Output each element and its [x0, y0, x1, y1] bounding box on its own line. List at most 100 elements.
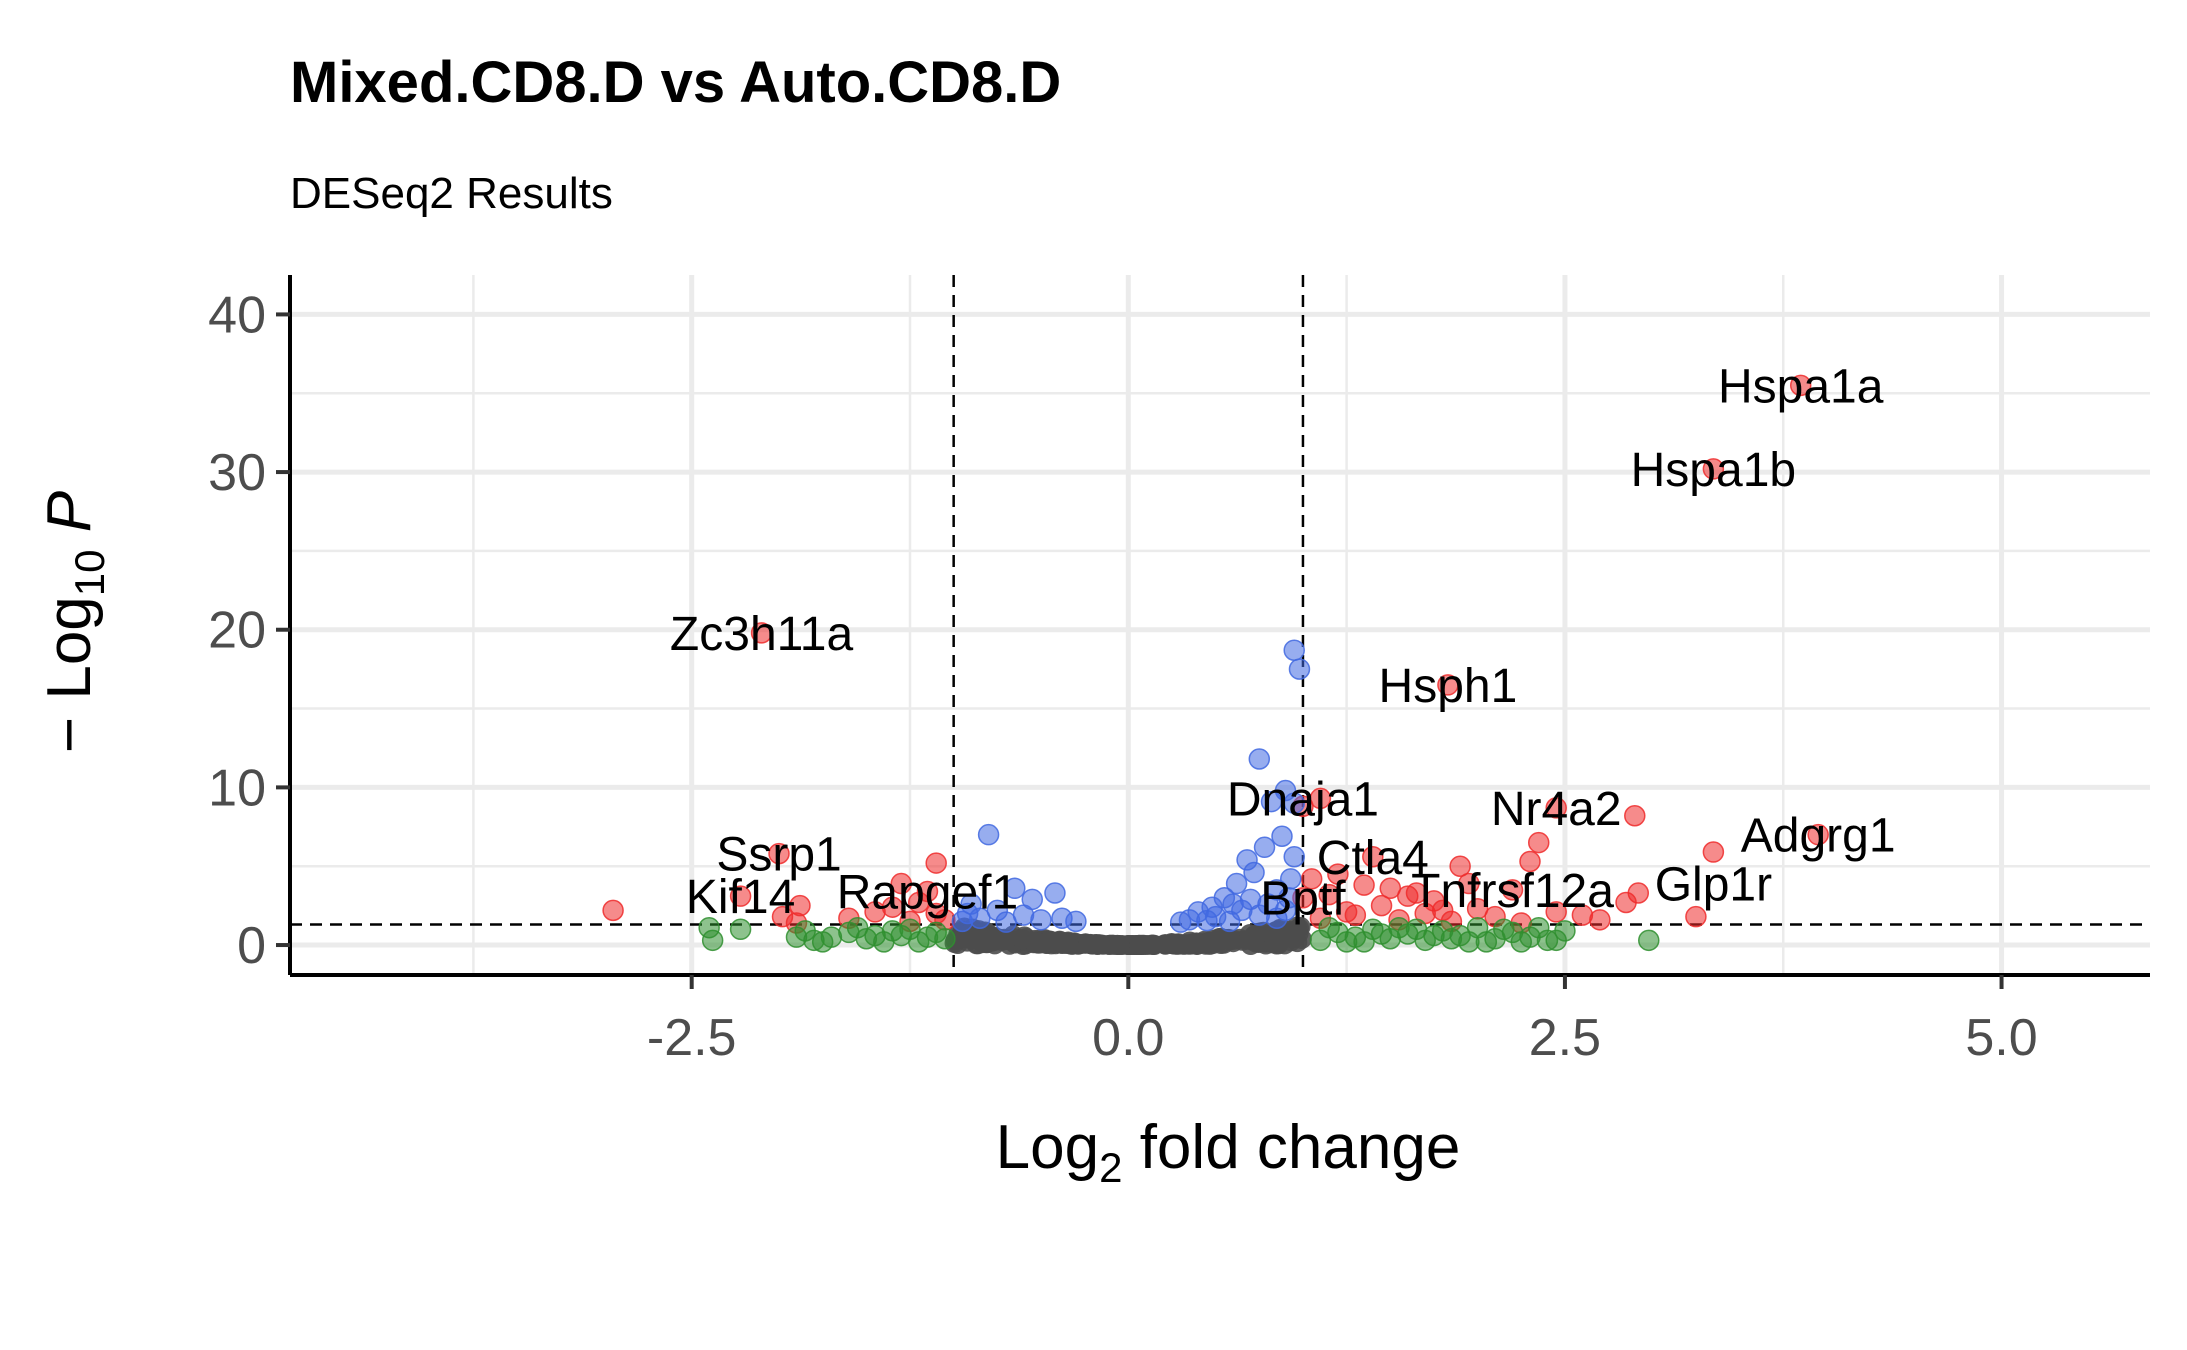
y-axis-title-gap — [35, 532, 104, 549]
p_and_log2fc-point — [1379, 877, 1402, 900]
log2fc-point — [1405, 918, 1428, 941]
ns-point — [1099, 934, 1120, 955]
p_and_log2fc-point — [1702, 841, 1725, 863]
p-point — [1288, 658, 1311, 680]
p_and_log2fc-point — [1318, 883, 1340, 906]
log2fc-point — [1493, 918, 1515, 941]
p_and_log2fc-point — [768, 842, 790, 865]
log2fc-point — [729, 918, 752, 941]
ns-point — [1050, 931, 1071, 952]
x-tick-label: 2.5 — [1529, 1009, 1601, 1067]
axes: -2.5 0.0 2.5 5.0 0 10 20 30 40 — [208, 275, 2150, 1067]
p_and_log2fc-point — [881, 896, 904, 918]
p-point — [995, 911, 1017, 933]
p-point — [956, 902, 979, 925]
ns-point — [1239, 924, 1260, 945]
gene-label: Dnaja1 — [1227, 773, 1379, 826]
ns-point — [1133, 934, 1154, 955]
gene-labels: Hspa1a Hspa1b Zc3h11a Hsph1 Dnaja1 Nr4a2 Adgrg… — [670, 360, 1896, 925]
chart-subtitle: DESeq2 Results — [290, 169, 613, 218]
y-tick-label: 0 — [237, 917, 266, 975]
p_and_log2fc-point — [1458, 872, 1480, 895]
gene-label: Kif14 — [686, 871, 795, 924]
p_and_log2fc-point — [1501, 879, 1524, 901]
p_and_log2fc-point — [1437, 674, 1459, 696]
y-tick-label: 10 — [208, 759, 266, 817]
p-point — [1218, 910, 1241, 933]
y-axis-title-subscript: 10 — [66, 549, 113, 596]
gene-label: Rapgef1 — [837, 866, 1018, 919]
p-point — [1283, 846, 1305, 868]
p_and_log2fc-point — [1615, 891, 1637, 914]
p-point — [1266, 907, 1288, 929]
p_and_log2fc-point — [890, 872, 913, 895]
x-tick-label: 0.0 — [1092, 1009, 1164, 1067]
gene-label: Hspa1b — [1631, 444, 1796, 497]
p_and_log2fc-point — [907, 891, 930, 914]
p_and_log2fc-point — [602, 899, 624, 922]
p-point — [1248, 748, 1271, 770]
log2fc-point — [1370, 923, 1393, 945]
ns-point — [1166, 933, 1187, 954]
log2fc-point — [785, 926, 808, 948]
p_and_log2fc-point — [1344, 904, 1367, 926]
log2fc-point — [1335, 931, 1358, 953]
p_and_log2fc-point — [925, 852, 947, 874]
p_and_log2fc-point — [1449, 855, 1471, 877]
p-point — [977, 823, 1000, 846]
p_and_log2fc-point — [1309, 787, 1332, 810]
p-point — [1030, 909, 1052, 931]
log2fc-point — [1638, 929, 1660, 952]
p_and_log2fc-point — [1789, 374, 1812, 397]
p-point — [1253, 836, 1276, 859]
y-tick-label: 30 — [208, 444, 266, 502]
ns-point — [1016, 928, 1037, 949]
log2fc-point — [864, 924, 886, 947]
p-point — [1243, 861, 1265, 884]
p_and_log2fc-point — [729, 885, 752, 907]
p-point — [1283, 639, 1305, 661]
p_and_log2fc-point — [1589, 909, 1611, 931]
log2fc-point — [811, 931, 834, 953]
y-axis-title-prefix: − Log — [35, 596, 104, 753]
x-tick-label: 5.0 — [1965, 1009, 2037, 1067]
p_and_log2fc-point — [1702, 458, 1725, 480]
y-axis-title-italic: P — [35, 491, 104, 532]
x-axis-title: Log2 fold change — [996, 1113, 1461, 1191]
gene-label: Bptf — [1260, 873, 1346, 926]
p_and_log2fc-point — [1685, 905, 1707, 928]
p_and_log2fc-point — [750, 622, 773, 644]
gene-label: Ssrp1 — [716, 829, 841, 882]
log2fc-point — [916, 926, 939, 948]
x-tick-label: -2.5 — [647, 1009, 737, 1067]
y-axis-title: − Log10 P — [35, 491, 113, 753]
x-axis-title-prefix: Log — [996, 1113, 1099, 1182]
ns-point — [1187, 933, 1208, 954]
p_and_log2fc-point — [1545, 901, 1567, 923]
p-point — [1283, 792, 1305, 814]
log2fc-point — [1545, 929, 1567, 952]
log2fc-point — [698, 916, 720, 939]
p_and_log2fc-point — [1353, 874, 1375, 896]
log2fc-point — [1440, 927, 1463, 950]
x-axis-title-subscript: 2 — [1099, 1144, 1122, 1191]
p_and_log2fc-point — [1370, 894, 1393, 917]
p_and_log2fc-point — [1405, 882, 1428, 904]
p-point — [1225, 872, 1248, 895]
gene-label: Tnfrsf12a — [1411, 865, 1614, 918]
p-point — [1044, 882, 1066, 904]
p-point — [1196, 909, 1218, 932]
p-point — [1260, 790, 1283, 813]
y-tick-label: 40 — [208, 286, 266, 344]
p-point — [1004, 877, 1026, 900]
log2fc-point — [1527, 916, 1550, 939]
p_and_log2fc-point — [1807, 823, 1829, 846]
p-point — [1278, 886, 1300, 909]
chart-title: Mixed.CD8.D vs Auto.CD8.D — [290, 50, 1061, 115]
p-point — [1271, 825, 1293, 848]
x-axis-title-suffix: fold change — [1122, 1113, 1460, 1182]
gene-label: Hsph1 — [1379, 660, 1518, 713]
p_and_log2fc-point — [1362, 846, 1384, 868]
